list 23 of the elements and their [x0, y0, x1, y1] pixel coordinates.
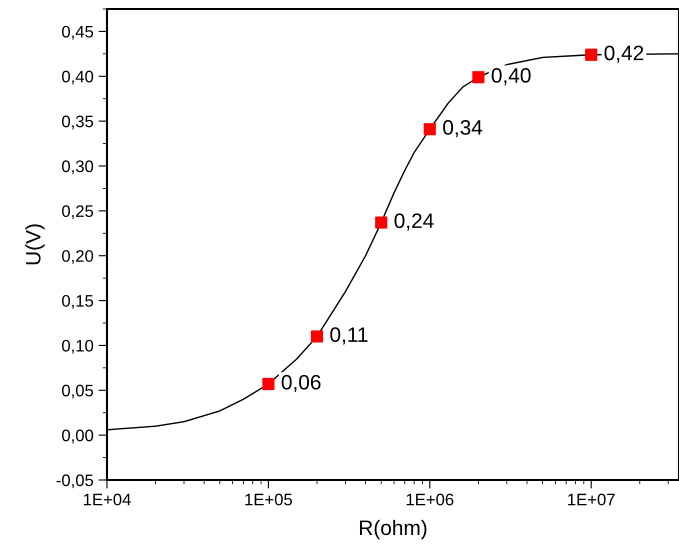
y-axis-title: U(V)	[25, 224, 45, 264]
y-tick-label: 0,20	[62, 250, 94, 264]
data-label: 0,42	[604, 46, 644, 63]
x-tick-label: 1E+06	[406, 494, 454, 506]
data-label: 0,34	[443, 120, 482, 138]
data-label: 0,11	[330, 327, 368, 345]
data-label: 0,24	[394, 213, 434, 231]
data-label: 0,40	[492, 68, 531, 86]
y-tick-label: 0,15	[62, 294, 94, 309]
y-tick-label: 0,00	[62, 430, 94, 444]
y-tick-label: 0,40	[62, 70, 94, 84]
y-tick-label: -0,05	[56, 474, 94, 488]
x-tick-label: 1E+04	[84, 494, 131, 506]
y-tick-label: 0,25	[62, 205, 94, 220]
data-label: 0,06	[282, 374, 321, 392]
y-tick-label: 0,05	[62, 384, 94, 398]
x-tick-label: 1E+05	[245, 494, 292, 506]
y-tick-label: 0,35	[62, 116, 94, 130]
x-axis-title: R(ohm)	[360, 520, 426, 540]
y-tick-label: 0,30	[62, 160, 94, 174]
x-tick-label: 1E+07	[568, 494, 615, 506]
y-tick-label: 0,10	[62, 340, 94, 354]
y-tick-label: 0,45	[62, 26, 94, 40]
